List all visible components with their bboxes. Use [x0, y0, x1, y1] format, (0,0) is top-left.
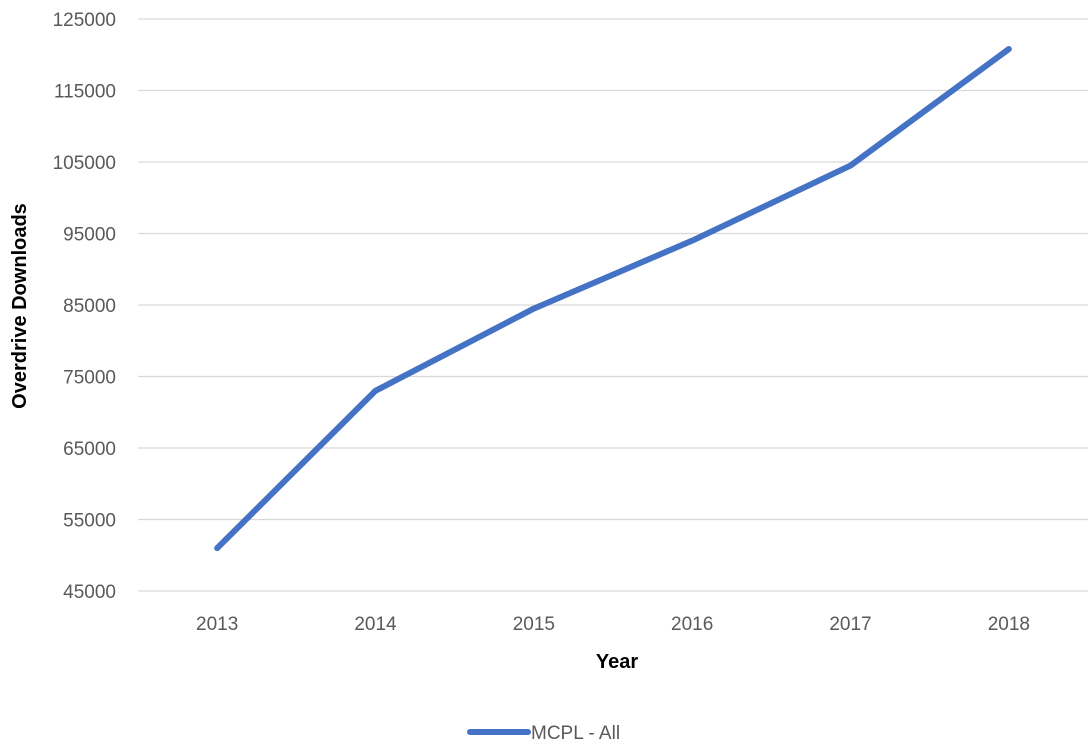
- x-axis-title: Year: [596, 651, 638, 673]
- y-tick-label-125000: 125000: [53, 10, 116, 31]
- x-tick-label-2014: 2014: [354, 614, 397, 635]
- y-tick-label-75000: 75000: [63, 368, 116, 389]
- series-line-mcpl-all: [214, 46, 1012, 552]
- x-axis-tick-labels: 2013 2014 2015 2016 2017 2018: [196, 614, 1030, 635]
- gridlines: [138, 18, 1088, 592]
- y-tick-label-115000: 115000: [54, 82, 116, 103]
- x-tick-label-2018: 2018: [988, 614, 1030, 635]
- x-tick-label-2013: 2013: [196, 614, 238, 635]
- y-axis-tick-labels: 45000 55000 65000 75000 85000 95000 105000 1150…: [53, 10, 116, 603]
- series-lines: [214, 46, 1012, 552]
- legend-label-mcpl-all: MCPL - All: [531, 723, 620, 744]
- y-tick-label-45000: 45000: [63, 582, 116, 603]
- y-tick-label-65000: 65000: [63, 439, 116, 460]
- y-tick-label-85000: 85000: [63, 296, 116, 317]
- y-axis-title: Overdrive Downloads: [9, 203, 31, 409]
- y-tick-label-55000: 55000: [63, 511, 116, 532]
- x-tick-label-2015: 2015: [513, 614, 555, 635]
- x-tick-label-2017: 2017: [829, 614, 871, 635]
- y-tick-label-105000: 105000: [53, 153, 116, 174]
- x-tick-label-2016: 2016: [671, 614, 713, 635]
- legend: MCPL - All: [467, 723, 620, 744]
- y-tick-label-95000: 95000: [63, 225, 116, 246]
